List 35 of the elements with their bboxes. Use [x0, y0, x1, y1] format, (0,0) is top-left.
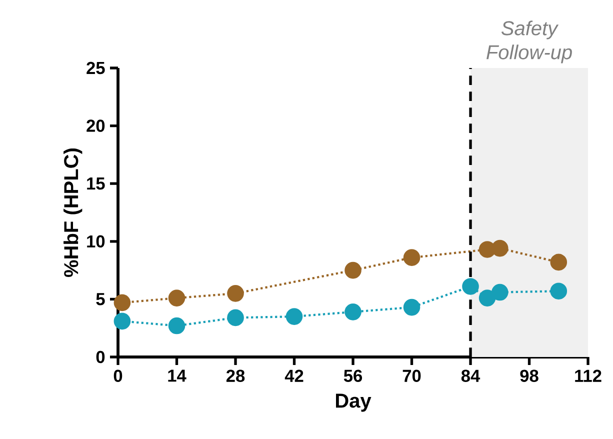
point — [550, 282, 568, 300]
x-tick-label: 28 — [226, 370, 245, 382]
y-tick-label: 0 — [96, 350, 105, 364]
y-tick-label: 15 — [87, 178, 105, 190]
point — [168, 317, 186, 334]
x-tick-label: 14 — [168, 370, 186, 382]
point — [491, 240, 508, 257]
point — [403, 298, 420, 316]
x-tick-label: 56 — [344, 370, 362, 382]
x-tick-label: 70 — [402, 370, 421, 382]
band-label: Safety Follow-up — [486, 20, 572, 64]
point — [286, 308, 303, 325]
x-tick-label: 98 — [520, 370, 538, 382]
point — [491, 284, 508, 301]
y-tick-label: 25 — [86, 62, 105, 74]
x-tick-label: 112 — [575, 370, 602, 382]
point — [478, 290, 496, 306]
y-tick-label: 10 — [87, 235, 105, 248]
point — [114, 312, 131, 330]
point — [344, 304, 362, 320]
point — [550, 254, 568, 271]
point — [168, 290, 186, 306]
point — [114, 294, 131, 312]
point — [462, 278, 479, 295]
point — [344, 262, 362, 279]
x-tick-label: 42 — [284, 370, 304, 382]
y-axis-title: %HbF (HPLC) — [64, 148, 82, 277]
point — [227, 285, 244, 302]
point — [403, 249, 420, 266]
y-tick-label: 5 — [96, 293, 105, 306]
x-tick-label: 84 — [461, 370, 480, 382]
x-axis-title: Day — [336, 394, 372, 412]
x-tick-label: 0 — [114, 370, 122, 382]
point — [227, 309, 244, 326]
y-tick-label: 20 — [86, 120, 105, 132]
